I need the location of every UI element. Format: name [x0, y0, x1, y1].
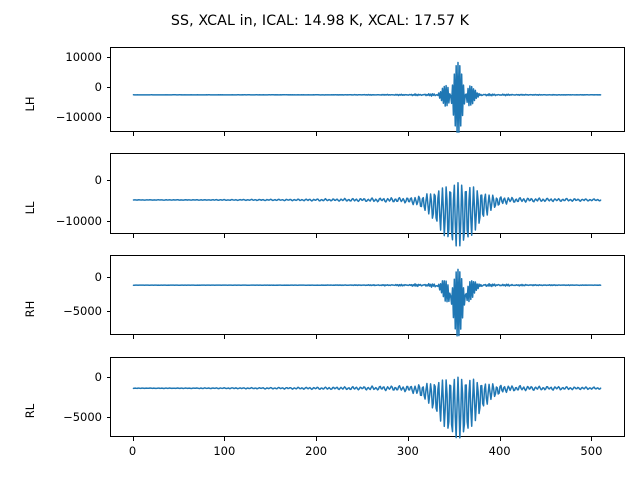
plot-area-rl [111, 358, 624, 436]
xtick-mark [132, 132, 134, 136]
xtick-mark [499, 132, 501, 136]
ytick-label: −10000 [55, 214, 102, 229]
ytick-label: 0 [94, 369, 102, 384]
plot-area-ll [111, 154, 624, 233]
xtick-mark [499, 437, 501, 441]
ytick-label: −10000 [55, 110, 102, 125]
xtick-mark [316, 335, 318, 339]
figure-title: SS, XCAL in, ICAL: 14.98 K, XCAL: 17.57 … [170, 13, 470, 29]
xtick-mark [132, 437, 134, 441]
xtick-mark [132, 234, 134, 238]
xtick-label: 200 [305, 444, 328, 458]
xtick-label: 300 [396, 444, 419, 458]
xtick-mark [591, 234, 593, 238]
xtick-mark [499, 234, 501, 238]
axes-panel-rh [110, 255, 625, 335]
trace-ll [133, 183, 600, 246]
trace-rh [133, 269, 600, 335]
xtick-mark [499, 335, 501, 339]
trace-rl [133, 377, 600, 438]
y-axis-label-ll: LL [23, 201, 37, 214]
xtick-label: 500 [580, 444, 603, 458]
ytick-mark [106, 117, 110, 119]
axes-panel-lh [110, 47, 625, 132]
xtick-mark [316, 234, 318, 238]
xtick-mark [591, 437, 593, 441]
xtick-mark [224, 335, 226, 339]
ytick-label: −5000 [63, 304, 102, 319]
xtick-mark [407, 132, 409, 136]
plot-area-rh [111, 256, 624, 334]
ytick-label: 0 [94, 269, 102, 284]
plot-area-lh [111, 48, 624, 131]
ytick-mark [106, 417, 110, 419]
xtick-mark [224, 132, 226, 136]
ytick-label: −5000 [63, 410, 102, 425]
axes-panel-rl [110, 357, 625, 437]
ytick-mark [106, 276, 110, 278]
ytick-label: 0 [94, 80, 102, 95]
ytick-label: 0 [94, 172, 102, 187]
xtick-label: 100 [213, 444, 236, 458]
xtick-mark [591, 335, 593, 339]
ytick-mark [106, 221, 110, 223]
xtick-mark [407, 335, 409, 339]
y-axis-label-rh: RH [23, 300, 37, 318]
xtick-mark [132, 335, 134, 339]
xtick-mark [224, 437, 226, 441]
xtick-mark [591, 132, 593, 136]
y-axis-label-lh: LH [23, 95, 37, 112]
ytick-mark [106, 311, 110, 313]
ytick-mark [106, 56, 110, 58]
ytick-label: 10000 [65, 49, 102, 64]
ytick-mark [106, 376, 110, 378]
xtick-label: 0 [128, 444, 137, 458]
y-axis-label-rl: RL [23, 403, 37, 419]
xtick-mark [316, 437, 318, 441]
ytick-mark [106, 179, 110, 181]
axes-panel-ll [110, 153, 625, 234]
ytick-mark [106, 87, 110, 89]
xtick-mark [224, 234, 226, 238]
xtick-mark [407, 234, 409, 238]
xtick-mark [316, 132, 318, 136]
xtick-mark [407, 437, 409, 441]
trace-lh [133, 62, 600, 132]
xtick-label: 400 [488, 444, 511, 458]
